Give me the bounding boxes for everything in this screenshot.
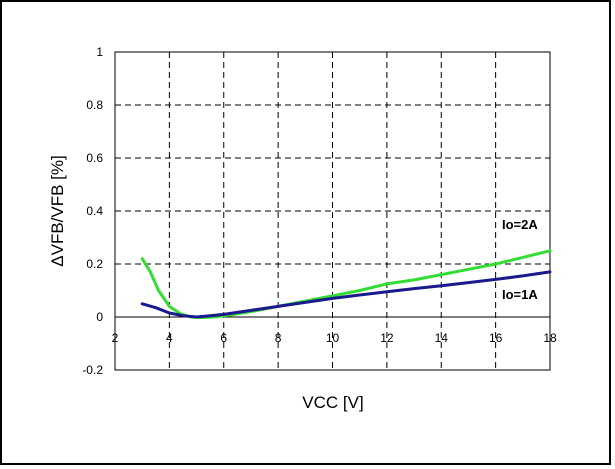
y-tick-label: 0.8 <box>86 98 103 112</box>
x-tick-label: 6 <box>220 331 227 345</box>
x-tick-label: 2 <box>112 331 119 345</box>
x-tick-label: 8 <box>275 331 282 345</box>
series-label-io2a: Io=2A <box>502 217 538 232</box>
y-tick-label: 0 <box>96 310 103 324</box>
x-axis-title: VCC [V] <box>302 393 363 412</box>
tick-labels: 2 4 6 8 10 12 14 16 18 -0.2 0 0.2 0.4 0.6 0.8 1 <box>82 45 557 377</box>
y-tick-label: 0.6 <box>86 151 103 165</box>
grid-lines <box>114 51 551 371</box>
x-tick-label: 10 <box>326 331 340 345</box>
x-tick-label: 4 <box>166 331 173 345</box>
y-tick-label: 1 <box>96 45 103 59</box>
y-tick-label: -0.2 <box>82 363 103 377</box>
x-tick-label: 12 <box>380 331 394 345</box>
series-label-io1a: Io=1A <box>502 287 538 302</box>
y-tick-label: 0.4 <box>86 204 103 218</box>
series-layer <box>140 249 552 319</box>
x-tick-label: 16 <box>489 331 503 345</box>
y-axis-title: ΔVFB/VFB [%] <box>48 155 67 267</box>
x-tick-label: 18 <box>543 331 557 345</box>
x-tick-label: 14 <box>435 331 449 345</box>
y-tick-label: 0.2 <box>86 257 103 271</box>
series-line-io2a <box>140 249 552 319</box>
series-line-io1a <box>140 270 552 319</box>
